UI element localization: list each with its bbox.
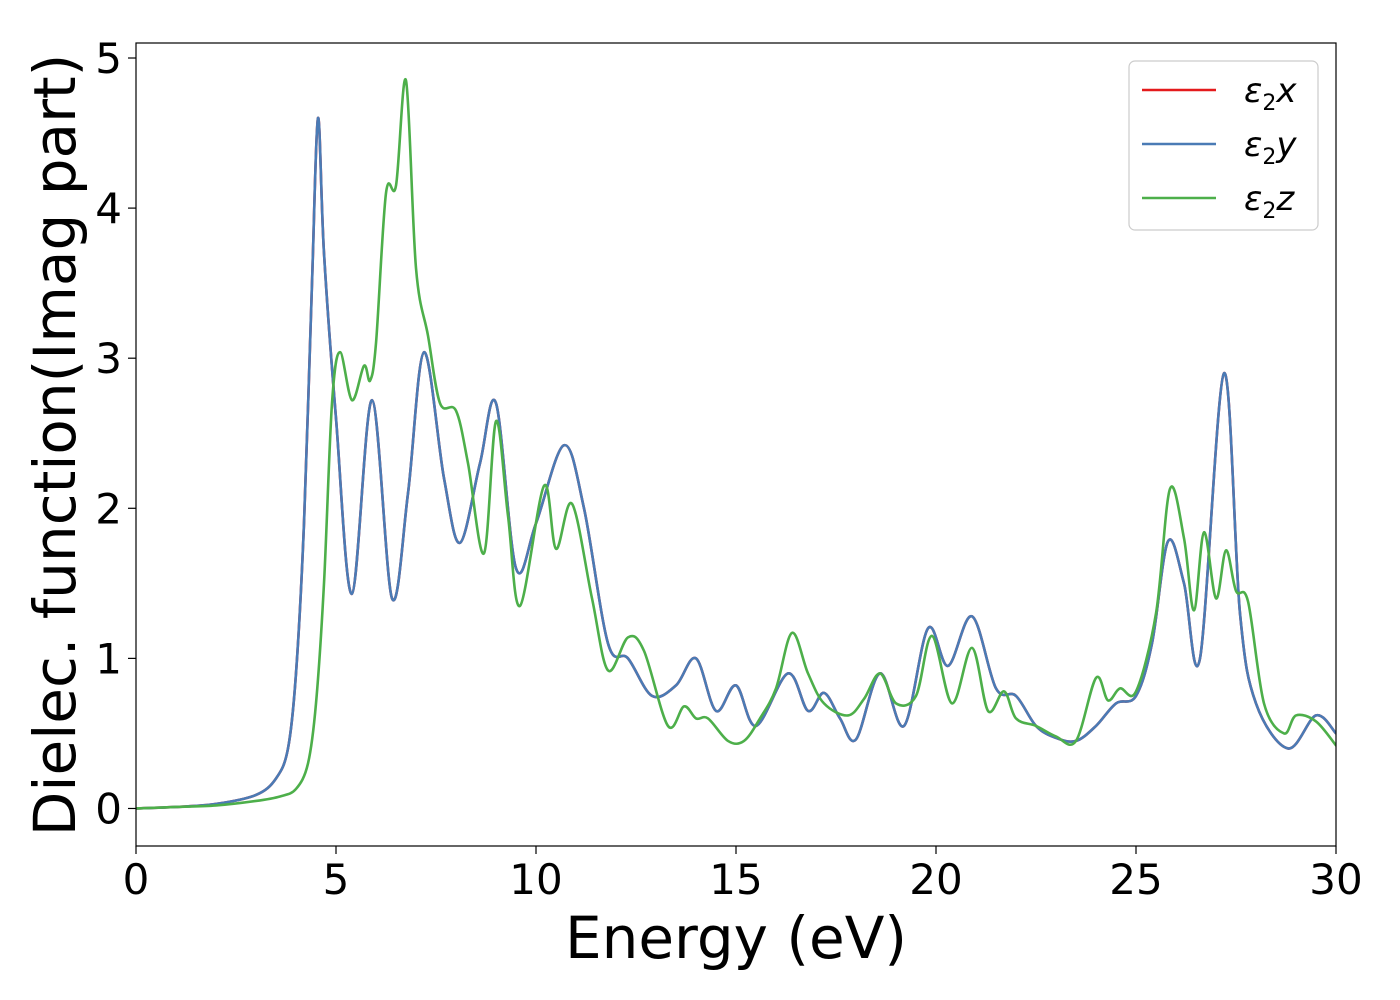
x-tick-label: 15 — [709, 855, 762, 904]
x-tick-label: 5 — [323, 855, 350, 904]
y-tick-label: 5 — [95, 34, 122, 83]
y-axis-label: Dielec. function(Imag part) — [21, 54, 89, 837]
series-line-z — [136, 78, 1336, 810]
y-axis: 0 1 2 3 4 5 — [95, 34, 136, 833]
y-tick-label: 4 — [95, 184, 122, 233]
legend: ε2x ε2y ε2z — [1128, 60, 1319, 231]
legend-label-y: ε2y — [1244, 125, 1297, 170]
series-line-y — [136, 116, 1336, 810]
x-tick-label: 20 — [909, 855, 962, 904]
y-tick-label: 2 — [95, 484, 122, 533]
x-tick-label: 30 — [1309, 855, 1362, 904]
legend-label-x: ε2x — [1244, 71, 1297, 116]
x-tick-label: 10 — [509, 855, 562, 904]
y-tick-label: 3 — [95, 334, 122, 383]
y-tick-label: 1 — [95, 634, 122, 683]
legend-label-z: ε2z — [1244, 179, 1295, 224]
x-tick-label: 25 — [1109, 855, 1162, 904]
x-axis: 0 5 10 15 20 25 30 — [123, 846, 1363, 904]
legend-box — [1128, 60, 1319, 231]
y-tick-label: 0 — [95, 784, 122, 833]
series-layer — [136, 78, 1336, 810]
x-axis-label: Energy (eV) — [565, 904, 907, 972]
x-tick-label: 0 — [123, 855, 150, 904]
